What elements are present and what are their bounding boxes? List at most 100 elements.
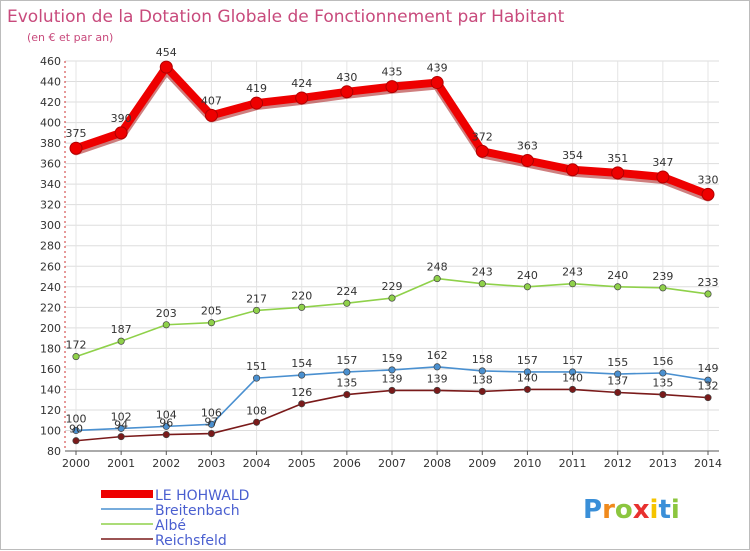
data-label: 108 [246,404,267,417]
logo-letter: o [615,495,633,525]
data-label: 363 [517,140,538,153]
data-label: 126 [291,386,312,399]
data-labels: 90 94 96 97 108 126 135 139 139 138 140 140 137 135 13… [66,46,719,436]
data-label: 240 [517,269,538,282]
x-tick-label: 2007 [378,457,406,470]
data-label: 217 [246,292,267,305]
chart-subtitle: (en € et par an) [27,31,113,44]
data-label: 243 [472,266,493,279]
data-point [656,170,670,184]
data-point [704,376,712,384]
data-point [388,294,396,302]
data-label: 354 [562,149,583,162]
data-point [659,391,667,399]
data-point [523,283,531,291]
series-layer [69,60,715,445]
data-label: 158 [472,353,493,366]
data-point [207,430,215,438]
data-point [569,385,577,393]
data-label: 154 [291,357,312,370]
legend-label: Albé [155,518,186,534]
data-point [659,284,667,292]
logo-letter: r [602,495,615,525]
y-tick-label: 260 [40,260,61,273]
data-label: 138 [472,373,493,386]
series-alb- [72,275,712,361]
data-point [433,275,441,283]
data-point [295,91,309,105]
x-tick-label: 2012 [604,457,632,470]
x-tick-label: 2002 [152,457,180,470]
logo-letter: i [650,495,659,525]
data-label: 233 [698,276,719,289]
y-tick-label: 400 [40,117,61,130]
x-tick-label: 2009 [468,457,496,470]
data-label: 347 [652,156,673,169]
data-label: 240 [607,269,628,282]
data-point [614,388,622,397]
data-point [117,337,125,345]
data-point [569,368,577,376]
data-label: 157 [562,354,583,367]
x-tick-label: 2010 [513,457,541,470]
data-point [298,303,306,311]
data-point [340,85,354,99]
data-label: 155 [607,356,628,369]
axes: 80 100 120 140 160 180 200 220 240 260 280 300 320 34… [40,55,722,470]
x-tick-label: 2003 [197,457,225,470]
data-point [343,299,351,307]
data-point [253,418,261,426]
data-point [430,76,444,90]
data-label: 139 [427,372,448,385]
data-point [478,387,486,396]
y-tick-label: 140 [40,383,61,396]
data-point [204,108,218,122]
data-point [520,154,534,168]
data-point [614,370,622,378]
data-point [388,366,396,374]
y-tick-label: 420 [40,96,61,109]
data-label: 454 [156,46,177,59]
data-point [162,422,170,430]
y-tick-label: 100 [40,424,61,437]
y-tick-label: 280 [40,240,61,253]
data-point [385,80,399,94]
y-tick-label: 460 [40,55,61,68]
data-label: 224 [336,285,357,298]
x-tick-label: 2005 [288,457,316,470]
y-tick-label: 380 [40,137,61,150]
data-point [250,96,264,110]
data-point [298,371,306,379]
data-label: 139 [382,372,403,385]
x-tick-label: 2011 [559,457,587,470]
chart-title: Evolution de la Dotation Globale de Fonc… [7,7,565,27]
data-point [114,126,128,140]
data-point [569,280,577,288]
y-tick-label: 320 [40,199,61,212]
data-point [162,321,170,329]
data-point [475,144,489,158]
data-point [298,400,306,408]
y-tick-label: 440 [40,76,61,89]
data-label: 149 [698,362,719,375]
y-tick-label: 300 [40,219,61,232]
data-label: 229 [382,280,403,293]
logo-text: Proxiti [583,495,680,525]
data-label: 439 [427,62,448,75]
data-label: 435 [382,66,403,79]
data-point [478,280,486,288]
y-tick-label: 200 [40,322,61,335]
data-point [478,367,486,375]
data-label: 94 [114,419,128,432]
data-label: 220 [291,289,312,302]
data-point [253,374,261,382]
data-label: 424 [291,77,312,90]
y-tick-label: 120 [40,404,61,417]
series-breitenbach [72,363,712,435]
data-label: 390 [111,112,132,125]
data-point [523,385,531,393]
data-point [388,386,396,394]
data-label: 239 [652,270,673,283]
data-point [69,141,83,155]
